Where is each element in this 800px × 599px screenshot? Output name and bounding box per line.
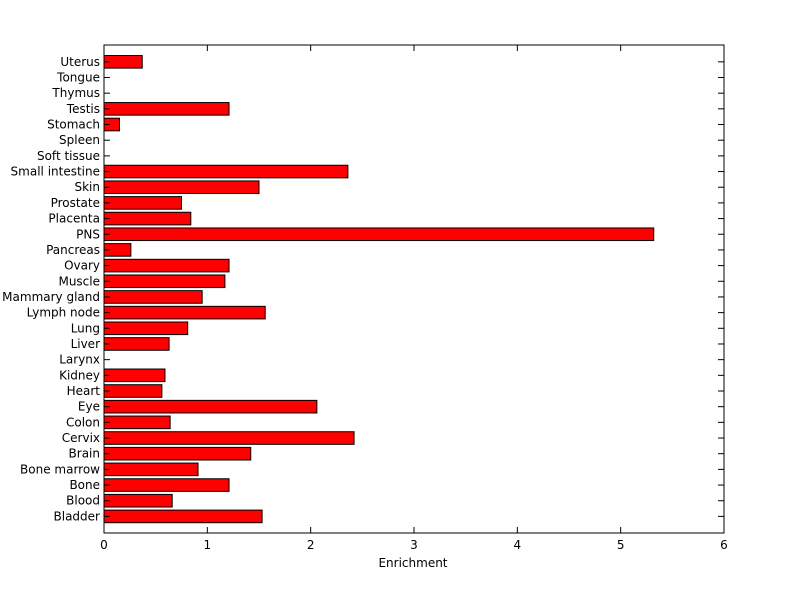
x-tick-label-0: 0 — [100, 538, 108, 552]
bar-liver — [103, 337, 170, 351]
y-tick-label-uterus: Uterus — [60, 55, 100, 69]
y-tick-label-prostate: Prostate — [51, 196, 100, 210]
bar-placenta — [103, 211, 192, 226]
y-tick-label-stomach: Stomach — [47, 118, 100, 132]
y-tick-label-lung: Lung — [71, 321, 100, 335]
bar-blood — [103, 493, 173, 508]
y-tick-label-cervix: Cervix — [62, 431, 100, 445]
y-tick-label-kidney: Kidney — [59, 368, 100, 382]
y-tick-label-skin: Skin — [74, 180, 100, 194]
y-tick-label-larynx: Larynx — [59, 353, 100, 367]
y-tick-label-bone-marrow: Bone marrow — [20, 462, 100, 476]
bar-muscle — [103, 274, 226, 289]
bar-bone-marrow — [103, 462, 199, 477]
ticks-group — [103, 45, 725, 533]
bar-cervix — [103, 431, 355, 445]
x-tick-label-2: 2 — [307, 538, 315, 552]
x-tick-label-3: 3 — [410, 538, 418, 552]
y-tick-label-bone: Bone — [69, 478, 100, 492]
y-tick-label-bladder: Bladder — [54, 509, 101, 523]
bar-eye — [103, 399, 318, 414]
y-tick-label-muscle: Muscle — [58, 274, 100, 288]
y-tick-label-small-intestine: Small intestine — [11, 165, 100, 179]
x-tick-label-5: 5 — [617, 538, 625, 552]
y-tick-label-mammary-gland: Mammary gland — [2, 290, 100, 304]
bar-pns — [103, 227, 655, 242]
bar-lung — [103, 321, 189, 336]
bar-bone — [103, 478, 230, 492]
y-tick-label-brain: Brain — [69, 447, 100, 461]
y-tick-label-blood: Blood — [66, 494, 100, 508]
y-tick-label-colon: Colon — [66, 415, 100, 429]
bar-bladder — [103, 509, 263, 524]
y-tick-label-heart: Heart — [67, 384, 101, 398]
y-tick-label-ovary: Ovary — [64, 259, 100, 273]
plot-frame — [103, 44, 725, 534]
y-tick-label-liver: Liver — [71, 337, 101, 351]
y-tick-label-pns: PNS — [76, 227, 100, 241]
x-tick-label-6: 6 — [720, 538, 728, 552]
y-tick-label-placenta: Placenta — [48, 212, 100, 226]
bar-colon — [103, 415, 171, 430]
bar-ovary — [103, 258, 230, 273]
x-tick-label-4: 4 — [514, 538, 522, 552]
bar-skin — [103, 180, 260, 195]
bar-mammary-gland — [103, 290, 203, 304]
bar-prostate — [103, 196, 182, 210]
x-axis-title: Enrichment — [378, 556, 447, 570]
bar-small-intestine — [103, 164, 349, 179]
y-tick-label-tongue: Tongue — [56, 71, 100, 85]
bar-brain — [103, 446, 252, 461]
bar-testis — [103, 102, 230, 116]
y-tick-label-testis: Testis — [66, 102, 100, 116]
y-tick-label-lymph-node: Lymph node — [27, 306, 100, 320]
y-tick-label-eye: Eye — [78, 400, 100, 414]
y-tick-label-soft-tissue: Soft tissue — [37, 149, 100, 163]
bar-lymph-node — [103, 305, 266, 320]
y-tick-label-thymus: Thymus — [51, 86, 100, 100]
x-tick-label-1: 1 — [204, 538, 212, 552]
y-tick-label-spleen: Spleen — [59, 133, 100, 147]
bar-heart — [103, 384, 163, 398]
y-tick-label-pancreas: Pancreas — [46, 243, 100, 257]
bar-kidney — [103, 368, 166, 383]
